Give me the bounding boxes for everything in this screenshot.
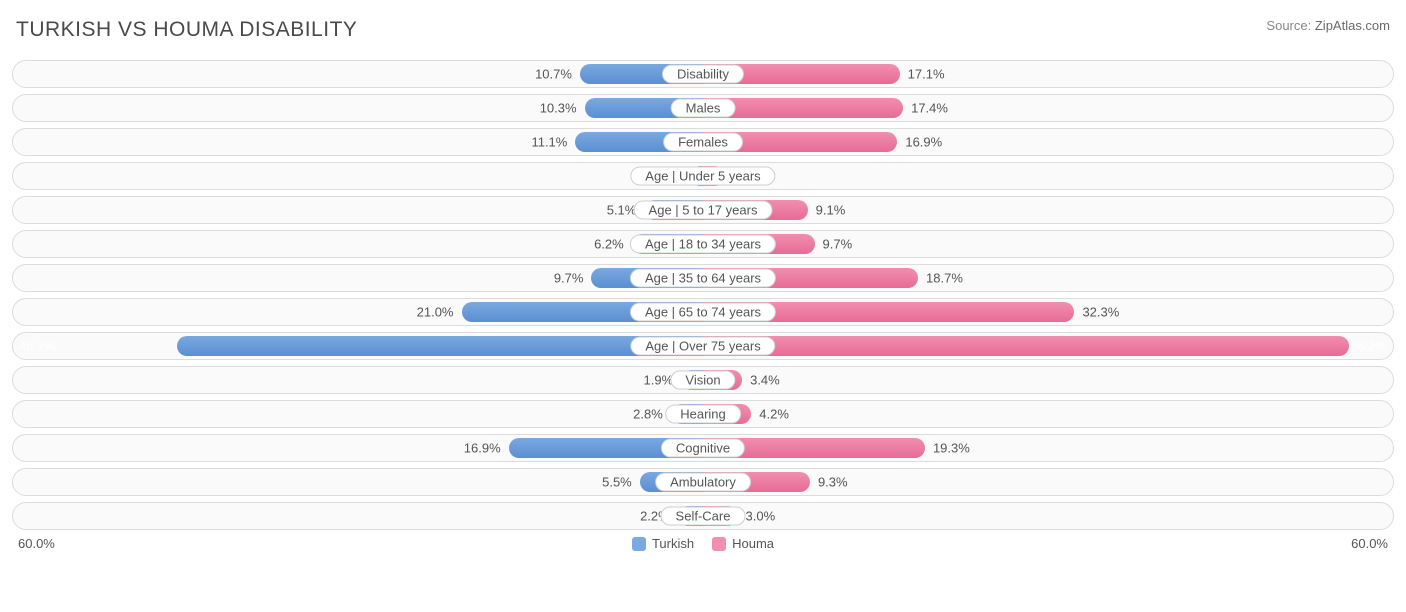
row-left-half: 6.2% xyxy=(13,231,703,257)
chart-row: 16.9% 19.3% Cognitive xyxy=(12,434,1394,462)
chart-row: 1.9% 3.4% Vision xyxy=(12,366,1394,394)
category-pill: Age | 35 to 64 years xyxy=(630,269,776,288)
value-label-turkish: 10.7% xyxy=(535,67,572,82)
row-right-half: 3.4% xyxy=(703,367,1393,393)
chart-row: 10.7% 17.1% Disability xyxy=(12,60,1394,88)
axis-label-right: 60.0% xyxy=(1351,536,1388,551)
value-label-turkish: 2.8% xyxy=(633,407,663,422)
source-value: ZipAtlas.com xyxy=(1315,18,1390,33)
chart-row: 2.2% 3.0%Self-Care xyxy=(12,502,1394,530)
category-pill: Age | Over 75 years xyxy=(630,337,775,356)
bar-houma xyxy=(703,336,1349,356)
value-label-turkish: 21.0% xyxy=(417,305,454,320)
value-label-houma: 19.3% xyxy=(933,441,970,456)
chart-row: 2.8% 4.2% Hearing xyxy=(12,400,1394,428)
value-label-houma: 56.2% xyxy=(1350,339,1387,354)
category-pill: Age | 65 to 74 years xyxy=(630,303,776,322)
row-right-half: 56.2% xyxy=(703,333,1393,359)
value-label-turkish: 1.9% xyxy=(644,373,674,388)
chart-title: TURKISH VS HOUMA DISABILITY xyxy=(16,18,357,42)
diverging-bar-chart: 10.7% 17.1% Disability 10.3% 17.4% Males 11.1%… xyxy=(12,60,1394,530)
chart-footer: 60.0% Turkish Houma 60.0% xyxy=(12,536,1394,551)
chart-header: TURKISH VS HOUMA DISABILITY Source: ZipA… xyxy=(12,18,1394,42)
chart-row: 6.2% 9.7% Age | 18 to 34 years xyxy=(12,230,1394,258)
category-pill: Cognitive xyxy=(661,439,745,458)
value-label-houma: 9.1% xyxy=(816,203,846,218)
value-label-houma: 16.9% xyxy=(905,135,942,150)
row-right-half: 9.1% xyxy=(703,197,1393,223)
row-right-half: 9.7% xyxy=(703,231,1393,257)
value-label-houma: 9.7% xyxy=(823,237,853,252)
row-right-half: 1.9% xyxy=(703,163,1393,189)
row-left-half: 2.8% xyxy=(13,401,703,427)
chart-legend: Turkish Houma xyxy=(55,536,1351,551)
row-left-half: 10.3% xyxy=(13,95,703,121)
legend-item-houma: Houma xyxy=(712,536,774,551)
chart-row: 21.0% 32.3% Age | 65 to 74 years xyxy=(12,298,1394,326)
value-label-houma: 18.7% xyxy=(926,271,963,286)
legend-item-turkish: Turkish xyxy=(632,536,694,551)
row-right-half: 9.3% xyxy=(703,469,1393,495)
legend-label-turkish: Turkish xyxy=(652,536,694,551)
chart-row: 9.7% 18.7% Age | 35 to 64 years xyxy=(12,264,1394,292)
row-left-half: 5.5% xyxy=(13,469,703,495)
category-pill: Vision xyxy=(670,371,735,390)
value-label-turkish: 16.9% xyxy=(464,441,501,456)
chart-row: 5.5% 9.3% Ambulatory xyxy=(12,468,1394,496)
row-left-half: 21.0% xyxy=(13,299,703,325)
row-left-half: 2.2% xyxy=(13,503,703,529)
row-right-half: 17.4% xyxy=(703,95,1393,121)
value-label-houma: 17.1% xyxy=(908,67,945,82)
row-right-half: 4.2% xyxy=(703,401,1393,427)
bar-turkish xyxy=(177,336,703,356)
chart-row: 11.1% 16.9% Females xyxy=(12,128,1394,156)
chart-source: Source: ZipAtlas.com xyxy=(1266,18,1390,33)
row-right-half: 3.0% xyxy=(703,503,1393,529)
value-label-turkish: 11.1% xyxy=(531,135,567,150)
value-label-turkish: 5.1% xyxy=(607,203,637,218)
chart-row: 5.1% 9.1% Age | 5 to 17 years xyxy=(12,196,1394,224)
row-left-half: 11.1% xyxy=(13,129,703,155)
value-label-houma: 17.4% xyxy=(911,101,948,116)
category-pill: Age | Under 5 years xyxy=(630,167,775,186)
category-pill: Hearing xyxy=(665,405,741,424)
value-label-turkish: 10.3% xyxy=(540,101,577,116)
row-right-half: 19.3% xyxy=(703,435,1393,461)
row-left-half: 10.7% xyxy=(13,61,703,87)
row-left-half: 16.9% xyxy=(13,435,703,461)
category-pill: Age | 5 to 17 years xyxy=(634,201,773,220)
value-label-houma: 4.2% xyxy=(759,407,789,422)
source-label: Source: xyxy=(1266,18,1311,33)
legend-label-houma: Houma xyxy=(732,536,774,551)
category-pill: Disability xyxy=(662,65,744,84)
value-label-houma: 3.4% xyxy=(750,373,780,388)
value-label-turkish: 9.7% xyxy=(554,271,584,286)
category-pill: Males xyxy=(671,99,736,118)
value-label-turkish: 45.7% xyxy=(19,339,56,354)
chart-row: 1.1%1.9%Age | Under 5 years xyxy=(12,162,1394,190)
value-label-houma: 3.0% xyxy=(746,509,776,524)
row-left-half: 1.9% xyxy=(13,367,703,393)
value-label-turkish: 5.5% xyxy=(602,475,632,490)
value-label-houma: 32.3% xyxy=(1082,305,1119,320)
chart-row: 45.7% 56.2% Age | Over 75 years xyxy=(12,332,1394,360)
value-label-turkish: 6.2% xyxy=(594,237,624,252)
chart-row: 10.3% 17.4% Males xyxy=(12,94,1394,122)
row-right-half: 18.7% xyxy=(703,265,1393,291)
row-right-half: 17.1% xyxy=(703,61,1393,87)
row-left-half: 5.1% xyxy=(13,197,703,223)
category-pill: Ambulatory xyxy=(655,473,751,492)
category-pill: Age | 18 to 34 years xyxy=(630,235,776,254)
row-right-half: 32.3% xyxy=(703,299,1393,325)
category-pill: Females xyxy=(663,133,743,152)
value-label-houma: 9.3% xyxy=(818,475,848,490)
row-right-half: 16.9% xyxy=(703,129,1393,155)
axis-label-left: 60.0% xyxy=(18,536,55,551)
category-pill: Self-Care xyxy=(661,507,746,526)
row-left-half: 9.7% xyxy=(13,265,703,291)
legend-swatch-turkish xyxy=(632,537,646,551)
row-left-half: 45.7% xyxy=(13,333,703,359)
legend-swatch-houma xyxy=(712,537,726,551)
row-left-half: 1.1% xyxy=(13,163,703,189)
